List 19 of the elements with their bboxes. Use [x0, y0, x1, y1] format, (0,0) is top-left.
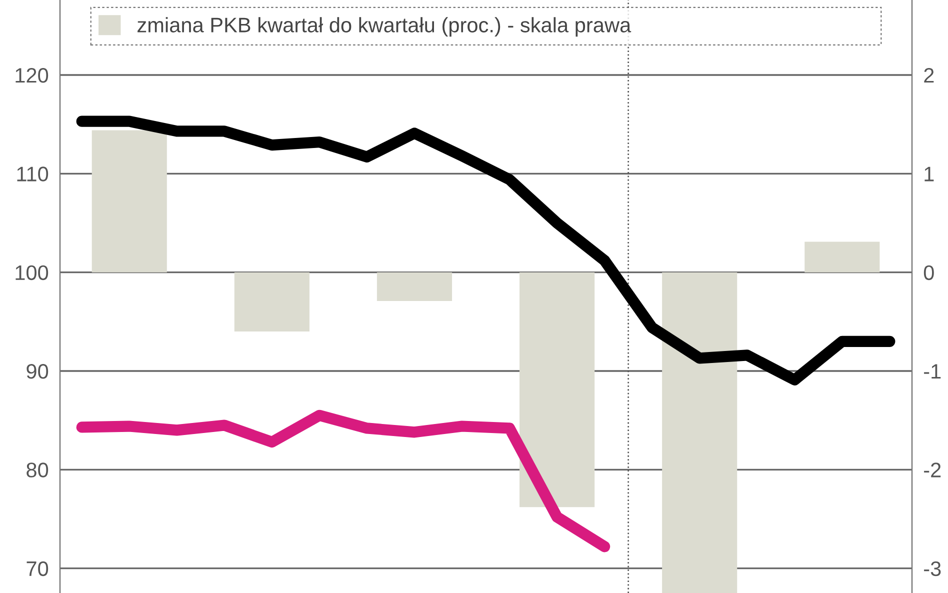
bar	[92, 130, 167, 272]
bar	[804, 242, 880, 272]
y2-tick-label: 2	[924, 68, 934, 83]
legend-label: zmiana PKB kwartał do kwartału (proc.) - skala prawa	[138, 17, 632, 37]
y2-tick-label: 1	[924, 166, 934, 182]
y-tick-label: 110	[17, 166, 48, 182]
y-tick-label: 90	[26, 364, 48, 379]
bar	[376, 272, 452, 301]
y-tick-label: 100	[16, 265, 48, 280]
y2-tick-label: 0	[924, 265, 934, 280]
y-tick-label: 80	[26, 462, 48, 478]
bar	[234, 272, 310, 332]
y-tick-label: 120	[16, 68, 48, 83]
y-tick-label: 70	[26, 561, 48, 576]
y2-tick-label: -2	[924, 462, 941, 478]
bar	[520, 272, 595, 508]
bar	[662, 272, 738, 593]
y2-tick-label: -1	[924, 364, 941, 379]
y2-tick-label: -3	[924, 561, 941, 576]
